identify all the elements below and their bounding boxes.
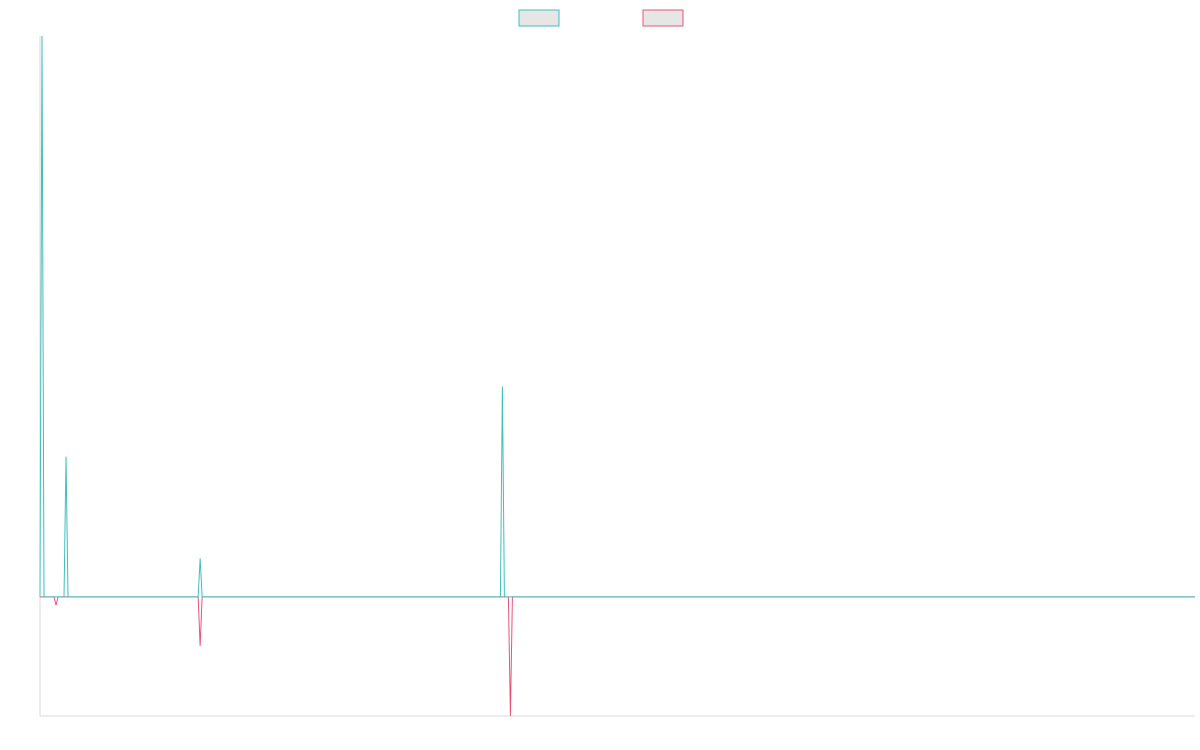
legend-swatch-series-1[interactable] [518, 9, 560, 27]
legend [518, 9, 684, 27]
axes [39, 36, 1195, 717]
series-layer [39, 35, 1195, 717]
legend-swatch-series-2[interactable] [642, 9, 684, 27]
series-line-1 [39, 35, 1195, 598]
series-line-2 [40, 596, 1195, 717]
